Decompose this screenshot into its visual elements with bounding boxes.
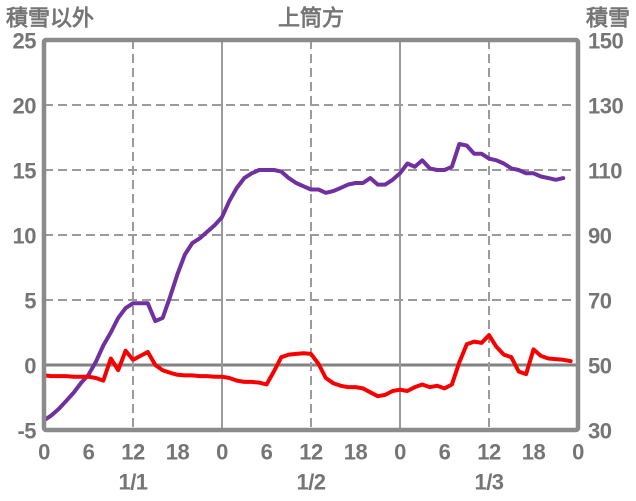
x-axis-hour-label: 18 — [166, 440, 190, 465]
right-axis-tick-label: 50 — [588, 354, 612, 379]
plot-frame — [41, 37, 581, 433]
left-axis-tick-label: 20 — [13, 94, 37, 119]
x-axis-hour-label: 0 — [572, 440, 584, 465]
x-axis-hour-label: 0 — [38, 440, 50, 465]
x-axis-hour-label: 6 — [83, 440, 95, 465]
x-axis-hour-label: 12 — [477, 440, 501, 465]
x-axis-hour-label: 0 — [394, 440, 406, 465]
right-axis-tick-label: 110 — [588, 159, 622, 184]
left-axis-tick-label: 10 — [13, 224, 37, 249]
right-axis-tick-label: 90 — [588, 224, 612, 249]
plot-border — [41, 37, 581, 433]
x-axis-date-label: 1/3 — [474, 470, 503, 495]
right-axis-tick-label: 150 — [588, 29, 623, 54]
series-line-non-snow — [42, 333, 573, 399]
x-axis-hour-label: 18 — [522, 440, 546, 465]
chart-title: 上筒方 — [278, 6, 344, 31]
x-axis-hour-label: 6 — [261, 440, 273, 465]
right-axis-title: 積雪 — [586, 6, 630, 31]
left-axis-tick-label: 25 — [13, 29, 37, 54]
grid-layer — [44, 40, 578, 430]
series-layer — [42, 142, 573, 423]
right-axis-tick-label: 30 — [588, 419, 612, 444]
right-axis-tick-label: 130 — [588, 94, 623, 119]
left-axis-tick-label: 0 — [24, 354, 36, 379]
right-axis-tick-label: 70 — [588, 289, 612, 314]
x-axis-hour-label: 12 — [299, 440, 323, 465]
left-axis-tick-label: 15 — [13, 159, 37, 184]
left-axis-title: 積雪以外 — [6, 6, 94, 31]
x-axis-hour-label: 0 — [216, 440, 228, 465]
left-axis-tick-label: 5 — [24, 289, 36, 314]
x-axis-hour-label: 18 — [344, 440, 368, 465]
x-axis-date-label: 1/1 — [118, 470, 147, 495]
x-axis-date-label: 1/2 — [296, 470, 325, 495]
x-axis-hour-label: 6 — [439, 440, 451, 465]
left-axis-tick-label: -5 — [17, 419, 36, 444]
x-axis-hour-label: 12 — [121, 440, 145, 465]
series-line-snow-depth — [42, 142, 566, 423]
